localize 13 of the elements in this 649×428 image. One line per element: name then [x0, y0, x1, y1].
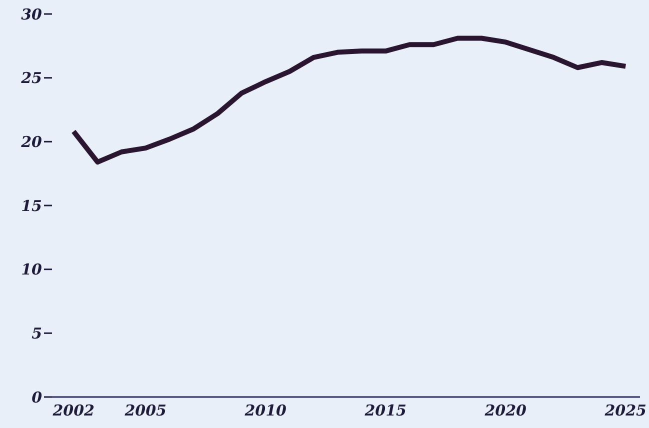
x-tick-label: 2002 [52, 402, 94, 420]
y-tick-label: 10 [21, 260, 43, 279]
x-tick-label: 2025 [604, 402, 646, 420]
x-tick-label: 2015 [364, 402, 406, 420]
y-tick-label: 5 [32, 324, 42, 342]
y-tick-label: 30 [21, 5, 43, 24]
y-tick-label: 25 [20, 69, 42, 88]
x-tick-label: 2020 [484, 402, 528, 420]
y-tick-label: 20 [20, 132, 43, 151]
y-tick-label: 0 [32, 388, 43, 406]
x-tick-label: 2010 [244, 402, 288, 420]
y-tick-label: 15 [21, 196, 42, 215]
x-tick-label: 2005 [124, 402, 166, 420]
